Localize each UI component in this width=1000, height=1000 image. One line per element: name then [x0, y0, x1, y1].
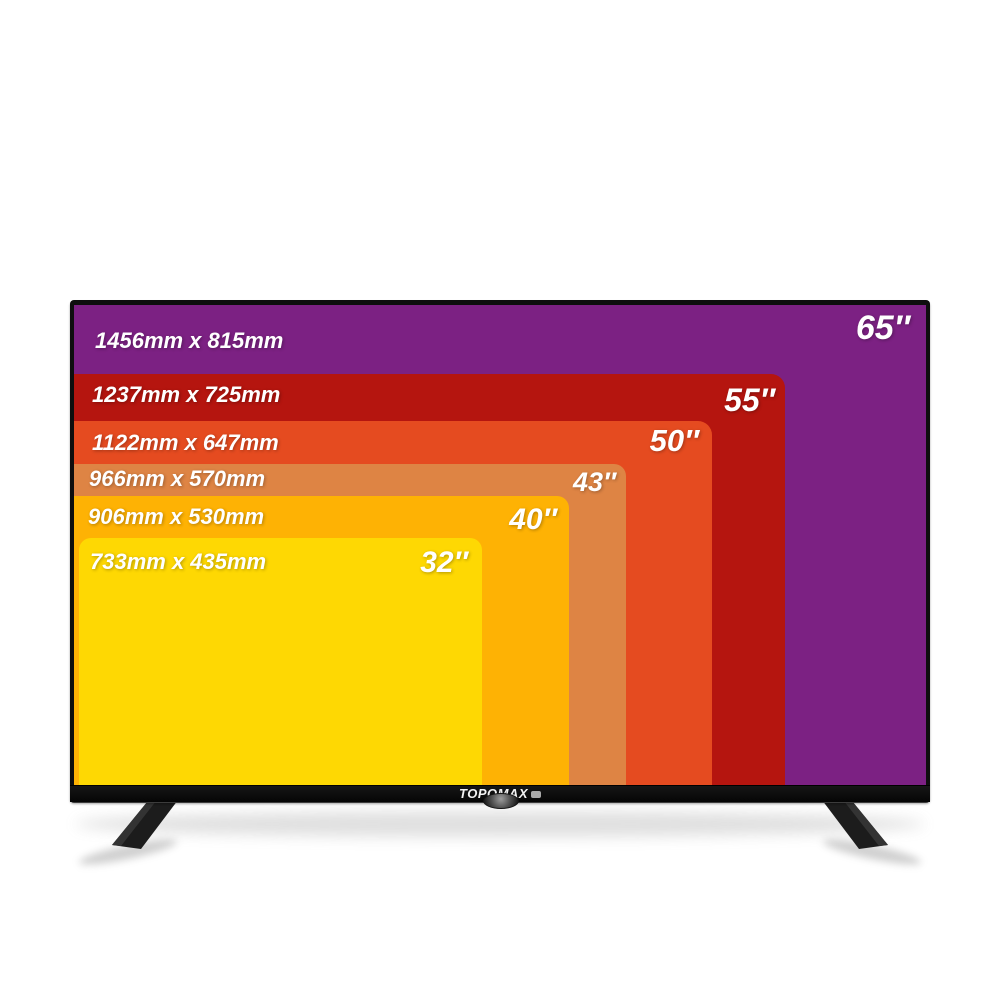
- tv-frame: 1456mm x 815mm 65″ 1237mm x 725mm 55″ 11…: [70, 300, 930, 809]
- dimension-label-32: 733mm x 435mm: [90, 549, 267, 574]
- brand-badge-icon: [531, 790, 541, 798]
- left-leg-highlight: [112, 796, 160, 846]
- dimension-label-50: 1122mm x 647mm: [92, 430, 279, 455]
- size-rect-32: 733mm x 435mm 32″: [79, 538, 482, 786]
- inch-label-32: 32″: [420, 546, 468, 579]
- right-leg-shadow: [823, 839, 921, 865]
- left-leg-shadow: [79, 839, 177, 865]
- inch-label-55: 55″: [724, 382, 775, 418]
- dimension-label-40: 906mm x 530mm: [88, 504, 265, 529]
- ir-sensor-knob: [483, 793, 519, 809]
- inch-label-50: 50″: [649, 423, 699, 458]
- left-leg: [112, 796, 181, 849]
- inch-label-65: 65″: [855, 309, 910, 347]
- right-leg-highlight: [840, 796, 888, 846]
- tv-drop-shadow: [75, 811, 925, 837]
- inch-label-43: 43″: [573, 467, 616, 497]
- dimension-label-65: 1456mm x 815mm: [95, 328, 284, 353]
- dimension-label-43: 966mm x 570mm: [89, 466, 266, 491]
- right-leg: [819, 796, 888, 849]
- tv-screen: 1456mm x 815mm 65″ 1237mm x 725mm 55″ 11…: [74, 305, 926, 786]
- tv-stand-and-shadow: [75, 796, 925, 865]
- inch-label-40: 40″: [509, 503, 557, 536]
- dimension-label-55: 1237mm x 725mm: [92, 382, 281, 407]
